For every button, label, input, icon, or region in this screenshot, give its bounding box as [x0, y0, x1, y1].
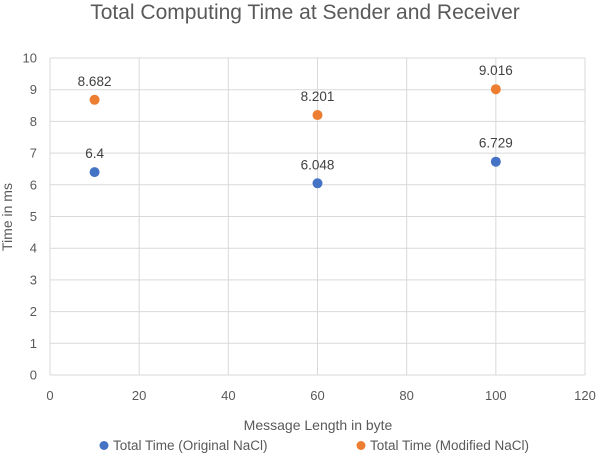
data-label: 8.201 — [301, 89, 335, 104]
data-points — [89, 84, 501, 189]
x-axis-title: Message Length in byte — [244, 417, 393, 433]
x-tick-label: 120 — [574, 388, 596, 403]
x-tick-label: 80 — [399, 388, 413, 403]
y-axis-title: Time in ms — [0, 183, 15, 251]
legend-label: Total Time (Original NaCl) — [113, 438, 268, 453]
data-point — [89, 167, 100, 178]
data-label: 6.729 — [479, 136, 513, 151]
y-tick-label: 3 — [30, 272, 37, 287]
y-tick-label: 8 — [30, 114, 37, 129]
y-tick-label: 0 — [30, 368, 37, 383]
y-tick-label: 6 — [30, 177, 37, 192]
y-tick-label: 2 — [30, 304, 37, 319]
gridlines — [49, 57, 586, 376]
x-tick-label: 20 — [132, 388, 146, 403]
data-labels: 6.4 6.048 6.729 8.682 8.201 9.016 — [78, 63, 513, 172]
x-tick-label: 100 — [485, 388, 507, 403]
data-point — [490, 156, 501, 167]
x-tick-label: 60 — [310, 388, 324, 403]
data-point — [490, 84, 501, 95]
legend-marker — [356, 441, 366, 450]
x-axis-ticks: 0 20 40 60 80 100 120 — [46, 388, 595, 403]
data-label: 9.016 — [479, 63, 513, 78]
y-tick-label: 10 — [23, 51, 37, 66]
x-tick-label: 0 — [46, 388, 53, 403]
x-tick-label: 40 — [221, 388, 235, 403]
legend: Total Time (Original NaCl) Total Time (Mo… — [99, 438, 529, 453]
y-tick-label: 9 — [30, 82, 37, 97]
data-point — [312, 178, 323, 189]
data-label: 8.682 — [78, 74, 112, 89]
chart-title: Total Computing Time at Sender and Recei… — [90, 1, 520, 24]
y-axis-ticks: 0 1 2 3 4 5 6 7 8 9 10 — [23, 51, 37, 383]
legend-marker — [99, 441, 109, 450]
legend-label: Total Time (Modified NaCl) — [370, 438, 529, 453]
data-label: 6.4 — [85, 146, 104, 161]
data-point — [89, 94, 100, 105]
y-tick-label: 7 — [30, 146, 37, 161]
y-tick-label: 1 — [30, 336, 37, 351]
y-tick-label: 4 — [30, 241, 37, 256]
data-point — [312, 110, 323, 121]
y-tick-label: 5 — [30, 209, 37, 224]
data-label: 6.048 — [301, 157, 335, 172]
